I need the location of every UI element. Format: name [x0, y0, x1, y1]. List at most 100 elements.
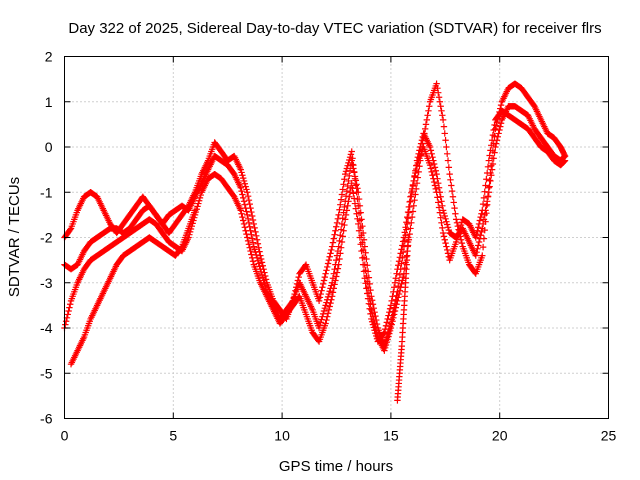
data-point-interp	[475, 238, 483, 246]
data-point-interp	[477, 213, 484, 221]
data-point-interp	[391, 307, 399, 315]
data-point-interp	[334, 215, 342, 223]
data-point-interp	[337, 196, 345, 203]
data-point-interp	[341, 176, 348, 183]
data-point-interp	[340, 227, 347, 234]
data-point-interp	[429, 153, 436, 161]
data-point-interp	[318, 287, 325, 294]
data-point-interp	[477, 232, 484, 239]
data-point-interp	[326, 253, 333, 260]
data-point-interp	[444, 157, 452, 164]
data-point	[446, 170, 453, 178]
data-point-interp	[365, 300, 373, 307]
data-point-interp	[248, 235, 256, 242]
data-point-interp	[427, 147, 435, 154]
data-point-interp	[455, 230, 462, 237]
data-point-interp	[244, 237, 252, 245]
data-point-interp	[360, 268, 368, 275]
data-point-interp	[342, 211, 350, 219]
data-point-interp	[333, 223, 340, 230]
data-point-interp	[399, 242, 406, 249]
data-point-interp	[488, 142, 495, 149]
data-point	[387, 302, 395, 309]
data-point-interp	[380, 330, 387, 337]
data-point	[479, 207, 486, 214]
data-point-interp	[67, 226, 74, 233]
data-point-interp	[448, 182, 455, 189]
data-point-interp	[338, 238, 346, 246]
data-point-interp	[404, 213, 411, 221]
data-point-interp	[480, 235, 488, 242]
data-point-interp	[195, 197, 203, 204]
data-point-interp	[483, 176, 490, 183]
y-tick-label: -3	[40, 275, 53, 291]
data-point-interp	[328, 296, 335, 303]
data-point-interp	[488, 162, 495, 169]
data-point-interp	[324, 313, 331, 320]
data-point	[426, 143, 434, 151]
data-point	[250, 220, 258, 228]
data-point-interp	[425, 107, 432, 114]
data-point-interp	[483, 202, 490, 210]
data-point-interp	[353, 181, 360, 188]
data-point-interp	[359, 254, 366, 262]
data-point-interp	[421, 125, 429, 133]
data-point-interp	[329, 289, 337, 296]
data-point-interp	[355, 227, 363, 234]
chart-title: Day 322 of 2025, Sidereal Day-to-day VTE…	[68, 20, 601, 37]
data-point-interp	[432, 185, 439, 193]
data-point-interp	[437, 103, 444, 110]
data-point-interp	[438, 107, 445, 114]
data-point-interp	[328, 246, 335, 254]
data-point	[387, 324, 395, 332]
data-point-interp	[475, 242, 482, 249]
data-point-interp	[386, 305, 394, 312]
data-point-interp	[354, 215, 361, 223]
y-tick-label: -2	[40, 230, 53, 246]
data-point-interp	[390, 314, 397, 322]
data-point-interp	[390, 288, 397, 295]
data-point-interp	[428, 168, 435, 176]
data-point	[322, 320, 329, 327]
data-point-interp	[262, 272, 269, 280]
data-point-interp	[444, 224, 452, 231]
data-point-interp	[345, 177, 352, 185]
data-point-interp	[389, 318, 396, 325]
data-point-interp	[350, 168, 358, 176]
data-point-interp	[244, 215, 252, 223]
data-point-interp	[424, 112, 431, 119]
data-point	[394, 297, 401, 305]
data-point-interp	[64, 311, 71, 318]
data-point-interp	[445, 226, 453, 234]
data-point-interp	[241, 224, 249, 231]
data-point-interp	[453, 235, 461, 243]
data-point-interp	[419, 140, 426, 147]
data-point-interp	[238, 169, 245, 176]
data-point-interp	[486, 183, 493, 190]
data-point-interp	[344, 202, 351, 210]
data-point-interp	[475, 220, 483, 228]
data-point-interp	[442, 215, 449, 223]
data-point-interp	[497, 123, 504, 130]
data-point-interp	[430, 160, 438, 168]
data-point-interp	[390, 284, 398, 291]
data-point-interp	[439, 224, 446, 232]
data-point-interp	[480, 194, 488, 202]
y-tick-label: -6	[40, 411, 53, 427]
data-point-interp	[441, 130, 448, 137]
data-point	[244, 211, 251, 219]
data-point-interp	[478, 228, 485, 236]
data-point-interp	[343, 165, 351, 172]
data-point-interp	[431, 164, 439, 171]
data-point-interp	[324, 310, 332, 317]
data-point-interp	[412, 191, 419, 198]
x-tick-label: 10	[274, 428, 290, 444]
data-point-interp	[331, 281, 338, 288]
data-point-interp	[238, 187, 245, 195]
data-point-interp	[326, 303, 333, 310]
data-point-interp	[363, 285, 370, 292]
data-point-interp	[197, 191, 204, 199]
data-point-interp	[444, 221, 451, 228]
data-point-interp	[248, 212, 256, 220]
y-tick-label: -5	[40, 365, 53, 381]
